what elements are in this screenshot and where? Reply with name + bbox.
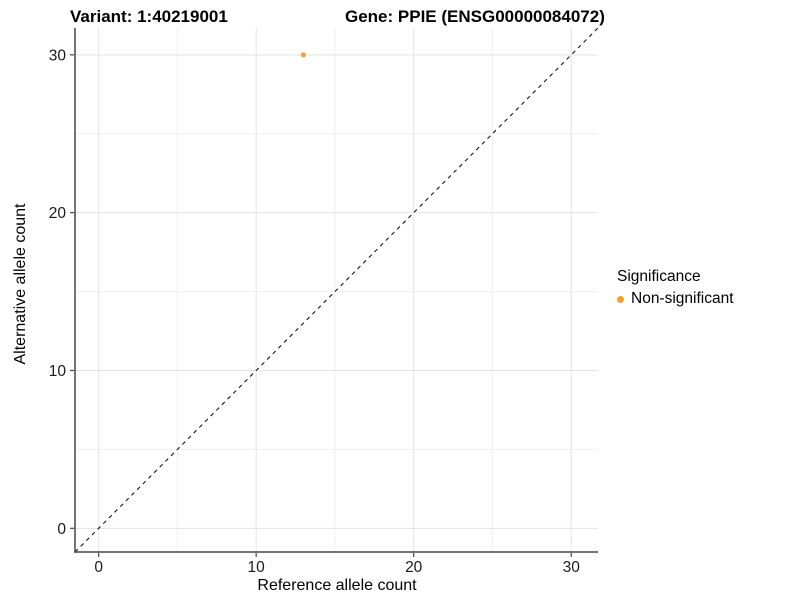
y-tick-label: 20	[49, 205, 67, 222]
y-axis-title: Alternative allele count	[12, 203, 29, 365]
x-tick-label: 0	[94, 559, 103, 576]
x-axis-title: Reference allele count	[257, 577, 417, 594]
data-point	[300, 52, 306, 58]
x-tick-label: 30	[563, 559, 581, 576]
y-tick-label: 10	[49, 363, 67, 380]
legend-items: Non-significant	[617, 290, 734, 308]
plot-title-variant: Variant: 1:40219001	[70, 7, 228, 26]
legend-item-label: Non-significant	[631, 290, 734, 307]
y-tick-label: 0	[57, 521, 66, 538]
identity-reference-line	[74, 27, 599, 553]
plot-title-gene: Gene: PPIE (ENSG00000084072)	[345, 7, 605, 26]
legend-item: Non-significant	[617, 290, 734, 308]
legend-title: Significance	[617, 268, 701, 285]
x-tick-label: 20	[405, 559, 423, 576]
legend-key-dot	[617, 295, 624, 303]
x-tick-label: 10	[248, 559, 266, 576]
y-tick-label: 30	[49, 47, 67, 64]
legend: Significance Non-significant	[617, 268, 734, 308]
